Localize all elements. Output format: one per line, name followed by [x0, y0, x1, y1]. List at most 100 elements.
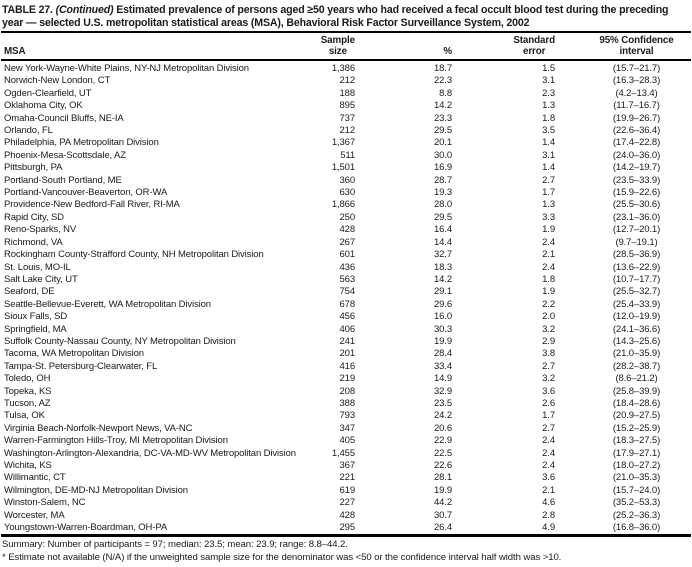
cell-msa-name: Topeka, KS — [4, 385, 52, 397]
cell-percent: 16.9 — [433, 162, 452, 174]
cell-sample-size: 754 — [339, 286, 356, 298]
cell-sample-size: 250 — [339, 211, 356, 223]
cell-percent: 30.3 — [433, 323, 452, 335]
summary-line: Summary: Number of participants = 97; me… — [2, 539, 348, 551]
cell-percent: 29.5 — [433, 125, 452, 137]
cell-standard-error: 2.1 — [542, 484, 555, 496]
table-row: Springfield, MA 406 30.3 3.2 (24.1–36.6) — [1, 324, 691, 336]
table-title: TABLE 27. (Continued) Estimated prevalen… — [1, 3, 691, 31]
cell-standard-error: 2.7 — [542, 360, 555, 372]
cell-msa-name: Toledo, OH — [4, 373, 51, 385]
cell-sample-size: 227 — [339, 497, 356, 509]
cell-standard-error: 3.6 — [542, 472, 555, 484]
cell-msa-name: Virginia Beach-Norfolk-Newport News, VA-… — [4, 422, 193, 434]
cell-confidence-interval: (24.1–36.6) — [612, 323, 661, 335]
cell-msa-name: Seaford, DE — [4, 286, 55, 298]
cell-percent: 23.3 — [433, 112, 452, 124]
cell-confidence-interval: (20.9–27.5) — [612, 410, 661, 422]
table-body: New York-Wayne-White Plains, NY-NJ Metro… — [1, 60, 691, 536]
cell-confidence-interval: (25.8–39.9) — [612, 385, 661, 397]
column-header-percent: % — [358, 32, 455, 61]
table-row: Suffolk County-Nassau County, NY Metropo… — [1, 336, 691, 348]
table-row: Tulsa, OK 793 24.2 1.7 (20.9–27.5) — [1, 410, 691, 422]
cell-sample-size: 241 — [339, 335, 356, 347]
cell-msa-name: Ogden-Clearfield, UT — [4, 87, 92, 99]
cell-sample-size: 436 — [339, 261, 356, 273]
cell-sample-size: 267 — [339, 236, 356, 248]
cell-msa-name: Worcester, MA — [4, 509, 65, 521]
table-row: Toledo, OH 219 14.9 3.2 (8.6–21.2) — [1, 373, 691, 385]
cell-standard-error: 3.1 — [542, 149, 555, 161]
cell-sample-size: 219 — [339, 373, 356, 385]
table-row: Warren-Farmington Hills-Troy, MI Metropo… — [1, 435, 691, 447]
cell-confidence-interval: (17.4–22.8) — [612, 137, 661, 149]
cell-sample-size: 601 — [339, 249, 356, 261]
table-title-text: Estimated prevalence of persons aged ≥50… — [2, 4, 669, 29]
cell-standard-error: 2.9 — [542, 335, 555, 347]
cell-msa-name: Willimantic, CT — [4, 472, 66, 484]
cell-confidence-interval: (12.7–20.1) — [612, 224, 661, 236]
table-row: Philadelphia, PA Metropolitan Division 1… — [1, 137, 691, 149]
cell-msa-name: Norwich-New London, CT — [4, 75, 111, 87]
cell-confidence-interval: (14.3–25.6) — [612, 335, 661, 347]
cell-confidence-interval: (8.6–21.2) — [615, 373, 658, 385]
table-row: Tucson, AZ 388 23.5 2.6 (18.4–28.6) — [1, 398, 691, 410]
cell-msa-name: New York-Wayne-White Plains, NY-NJ Metro… — [4, 63, 249, 74]
cell-percent: 28.7 — [433, 174, 452, 186]
cell-msa-name: Providence-New Bedford-Fall River, RI-MA — [4, 199, 180, 211]
table-row: Phoenix-Mesa-Scottsdale, AZ 511 30.0 3.1… — [1, 150, 691, 162]
cell-standard-error: 3.1 — [542, 75, 555, 87]
cell-sample-size: 1,367 — [331, 137, 355, 149]
table-row: Worcester, MA 428 30.7 2.8 (25.2–36.3) — [1, 510, 691, 522]
cell-confidence-interval: (25.5–30.6) — [612, 199, 661, 211]
cell-msa-name: Orlando, FL — [4, 125, 53, 137]
cell-msa-name: Rockingham County-Strafford County, NH M… — [4, 249, 264, 261]
cell-percent: 32.9 — [433, 385, 452, 397]
cell-msa-name: Sioux Falls, SD — [4, 311, 68, 323]
cell-standard-error: 3.5 — [542, 125, 555, 137]
cell-standard-error: 2.4 — [542, 261, 555, 273]
cell-standard-error: 3.3 — [542, 211, 555, 223]
cell-standard-error: 2.7 — [542, 174, 555, 186]
cell-confidence-interval: (18.0–27.2) — [612, 460, 661, 471]
cell-standard-error: 1.9 — [542, 224, 555, 236]
cell-sample-size: 1,386 — [331, 63, 355, 74]
cell-standard-error: 1.4 — [542, 162, 555, 174]
column-header-standard-error: Standard error — [455, 32, 558, 61]
cell-confidence-interval: (24.0–36.0) — [612, 149, 661, 161]
cell-confidence-interval: (25.2–36.3) — [612, 509, 661, 521]
cell-percent: 14.4 — [433, 236, 452, 248]
cell-percent: 23.5 — [433, 397, 452, 409]
cell-msa-name: Wilmington, DE-MD-NJ Metropolitan Divisi… — [4, 484, 188, 496]
cell-sample-size: 406 — [339, 323, 356, 335]
cell-confidence-interval: (23.1–36.0) — [612, 211, 661, 223]
cell-standard-error: 2.4 — [542, 236, 555, 248]
cell-sample-size: 295 — [339, 522, 356, 534]
cell-confidence-interval: (4.2–13.4) — [615, 87, 658, 99]
cell-percent: 20.6 — [433, 422, 452, 434]
cell-percent: 30.0 — [433, 149, 452, 161]
cell-percent: 28.4 — [433, 348, 452, 360]
cell-msa-name: Portland-South Portland, ME — [4, 174, 122, 186]
cell-confidence-interval: (16.8–36.0) — [612, 522, 661, 534]
table-row: Wichita, KS 367 22.6 2.4 (18.0–27.2) — [1, 460, 691, 472]
table-row: Providence-New Bedford-Fall River, RI-MA… — [1, 199, 691, 211]
cell-msa-name: Youngstown-Warren-Boardman, OH-PA — [4, 522, 168, 534]
cell-sample-size: 212 — [339, 125, 356, 137]
cell-sample-size: 367 — [339, 460, 356, 471]
table-header: MSA Sample size % Standard error 95% Confi… — [1, 32, 691, 61]
table-row: Tacoma, WA Metropolitan Division 201 28.… — [1, 348, 691, 360]
cell-standard-error: 1.3 — [542, 100, 555, 112]
table-row: New York-Wayne-White Plains, NY-NJ Metro… — [1, 60, 691, 75]
cell-msa-name: Winston-Salem, NC — [4, 497, 86, 509]
cell-sample-size: 212 — [339, 75, 356, 87]
cell-msa-name: Tacoma, WA Metropolitan Division — [4, 348, 144, 360]
cell-sample-size: 428 — [339, 509, 356, 521]
cell-msa-name: Springfield, MA — [4, 323, 67, 335]
cell-standard-error: 1.9 — [542, 286, 555, 298]
cell-confidence-interval: (19.9–26.7) — [612, 112, 661, 124]
table-row: Oklahoma City, OK 895 14.2 1.3 (11.7–16.… — [1, 100, 691, 112]
table-row: Tampa-St. Petersburg-Clearwater, FL 416 … — [1, 361, 691, 373]
cell-sample-size: 201 — [339, 348, 356, 360]
cell-sample-size: 456 — [339, 311, 356, 323]
